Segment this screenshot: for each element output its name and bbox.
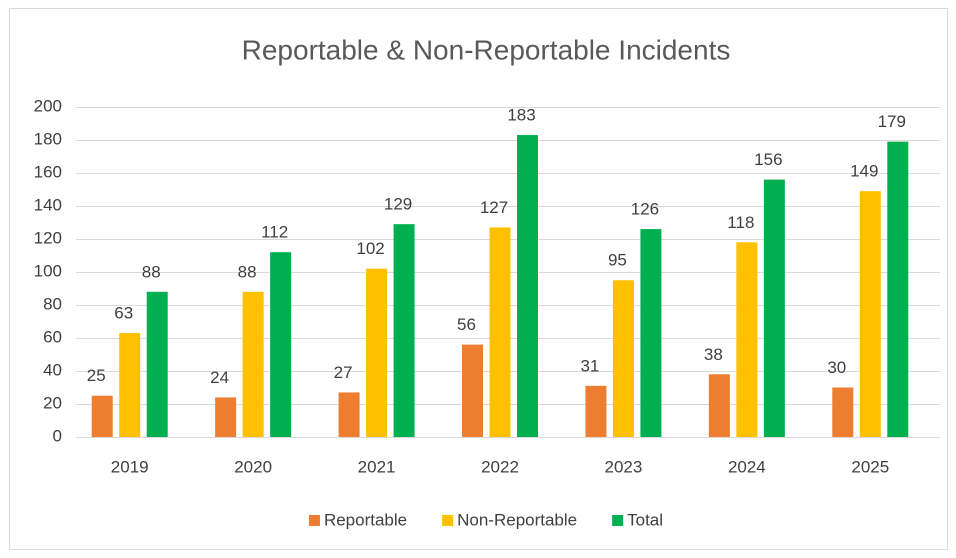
legend-swatch bbox=[442, 515, 454, 526]
bar bbox=[640, 229, 662, 437]
bar bbox=[859, 191, 881, 437]
y-tick-label: 0 bbox=[53, 426, 62, 445]
data-label: 25 bbox=[87, 366, 106, 385]
data-label: 38 bbox=[704, 345, 723, 364]
x-tick-label: 2021 bbox=[358, 457, 396, 476]
y-tick-label: 20 bbox=[43, 393, 62, 412]
y-tick-label: 60 bbox=[43, 327, 62, 346]
y-tick-label: 180 bbox=[34, 129, 62, 148]
bar bbox=[763, 179, 785, 437]
data-label: 129 bbox=[384, 195, 412, 214]
y-tick-label: 40 bbox=[43, 360, 62, 379]
data-label: 112 bbox=[261, 223, 288, 242]
bar bbox=[517, 135, 538, 438]
data-label: 24 bbox=[210, 368, 229, 387]
y-tick-label: 80 bbox=[43, 294, 62, 313]
data-label: 127 bbox=[480, 198, 508, 217]
bar bbox=[736, 242, 758, 437]
bar bbox=[242, 291, 264, 437]
bar bbox=[612, 280, 634, 437]
data-label: 149 bbox=[850, 162, 878, 181]
data-label: 27 bbox=[334, 363, 353, 382]
bar bbox=[393, 224, 415, 437]
bar bbox=[462, 344, 483, 437]
y-tick-label: 140 bbox=[34, 195, 62, 214]
x-tick-label: 2024 bbox=[728, 457, 766, 476]
data-label: 118 bbox=[727, 213, 754, 232]
x-tick-label: 2022 bbox=[481, 457, 519, 476]
chart-border bbox=[9, 8, 948, 550]
legend-label: Non-Reportable bbox=[457, 510, 577, 529]
data-label: 88 bbox=[142, 262, 161, 281]
bar bbox=[585, 385, 607, 437]
bar bbox=[489, 227, 511, 437]
legend-label: Total bbox=[627, 510, 663, 529]
y-tick-label: 120 bbox=[34, 228, 62, 247]
data-label: 56 bbox=[457, 315, 476, 334]
data-label: 156 bbox=[754, 150, 782, 169]
bar bbox=[270, 252, 292, 437]
y-tick-label: 160 bbox=[34, 162, 62, 181]
legend-swatch bbox=[308, 515, 320, 526]
data-label: 126 bbox=[631, 200, 659, 219]
chart-title: Reportable & Non-Reportable Incidents bbox=[242, 34, 731, 65]
x-tick-label: 2025 bbox=[851, 457, 889, 476]
data-label: 30 bbox=[827, 358, 846, 377]
data-label: 179 bbox=[878, 112, 906, 131]
bar bbox=[832, 387, 854, 437]
x-tick-label: 2023 bbox=[605, 457, 643, 476]
y-tick-label: 100 bbox=[34, 261, 62, 280]
data-label: 102 bbox=[356, 239, 384, 258]
data-label: 88 bbox=[238, 262, 257, 281]
x-tick-label: 2020 bbox=[234, 457, 272, 476]
x-tick-label: 2019 bbox=[111, 457, 149, 476]
legend-label: Reportable bbox=[324, 510, 407, 529]
bar bbox=[215, 397, 237, 437]
data-label: 63 bbox=[114, 304, 133, 323]
data-label: 31 bbox=[580, 356, 599, 375]
bar bbox=[708, 374, 730, 437]
bar bbox=[366, 268, 388, 437]
bar bbox=[887, 141, 909, 437]
data-label: 183 bbox=[507, 106, 535, 125]
legend-swatch bbox=[612, 515, 624, 526]
bar bbox=[338, 392, 360, 437]
y-tick-label: 200 bbox=[34, 96, 62, 115]
bar bbox=[91, 395, 113, 437]
bar bbox=[146, 291, 168, 437]
bar bbox=[119, 333, 141, 437]
data-label: 95 bbox=[608, 251, 627, 270]
